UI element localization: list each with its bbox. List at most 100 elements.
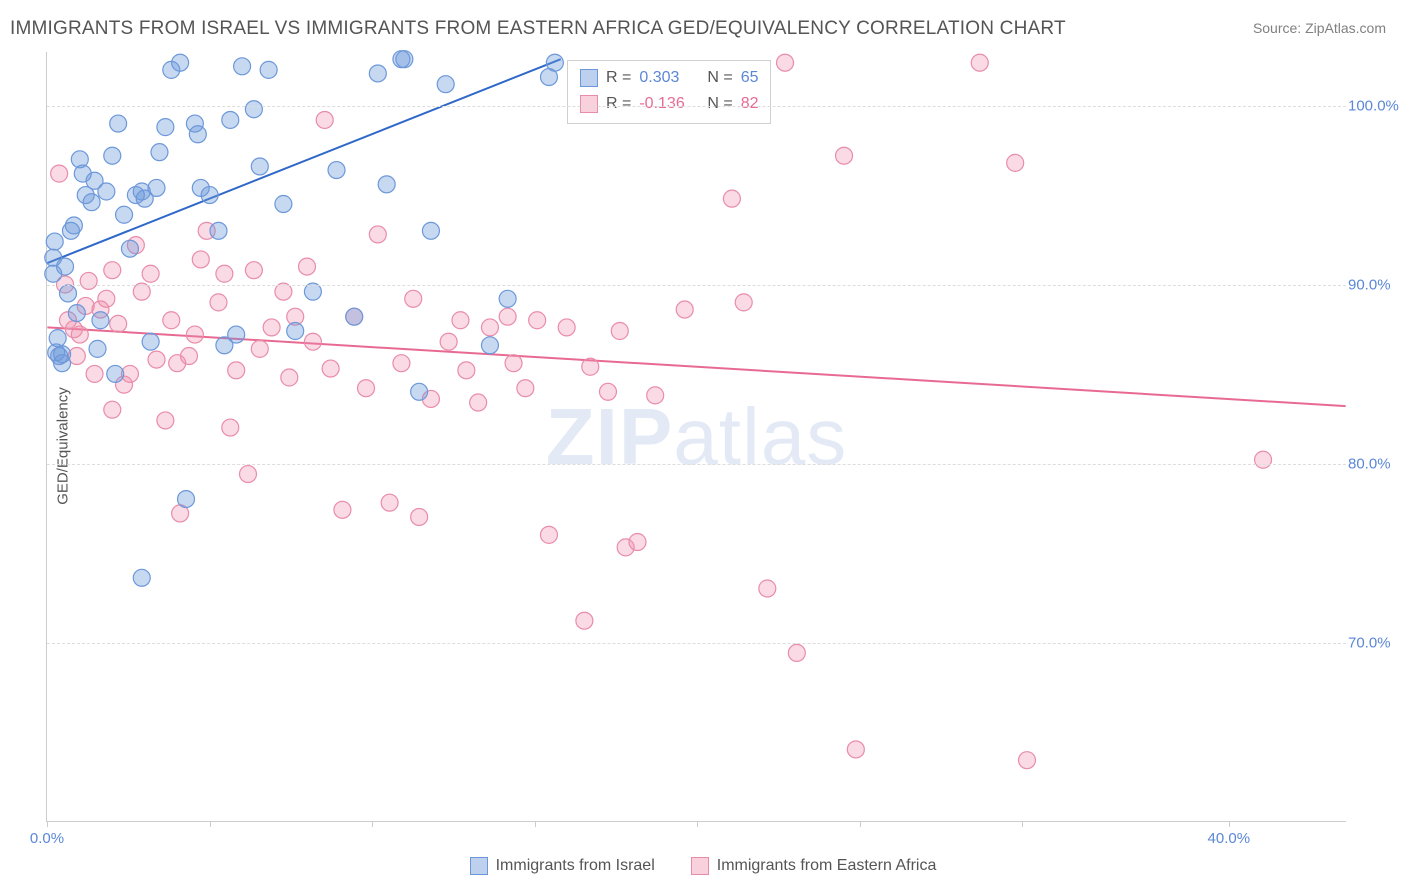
point-series1: [369, 65, 386, 82]
point-series1: [251, 158, 268, 175]
point-series2: [540, 526, 557, 543]
point-series2: [358, 380, 375, 397]
x-tick: [372, 821, 373, 827]
point-series1: [275, 196, 292, 213]
point-series2: [316, 111, 333, 128]
point-series1: [121, 240, 138, 257]
point-series1: [260, 61, 277, 78]
point-series2: [971, 54, 988, 71]
point-series2: [558, 319, 575, 336]
x-tick: [860, 821, 861, 827]
chart-container: IMMIGRANTS FROM ISRAEL VS IMMIGRANTS FRO…: [0, 0, 1406, 892]
point-series2: [71, 326, 88, 343]
point-series1: [228, 326, 245, 343]
point-series2: [582, 358, 599, 375]
point-series2: [228, 362, 245, 379]
point-series2: [1255, 451, 1272, 468]
point-series2: [411, 508, 428, 525]
point-series1: [437, 76, 454, 93]
point-series2: [529, 312, 546, 329]
point-series2: [245, 262, 262, 279]
point-series1: [222, 111, 239, 128]
point-series1: [210, 222, 227, 239]
point-series1: [98, 183, 115, 200]
point-series2: [180, 348, 197, 365]
point-series1: [151, 144, 168, 161]
point-series2: [86, 365, 103, 382]
point-series1: [378, 176, 395, 193]
point-series2: [499, 308, 516, 325]
point-series2: [517, 380, 534, 397]
point-series2: [299, 258, 316, 275]
x-tick-label: 0.0%: [30, 830, 64, 847]
r-value: 0.303: [639, 65, 699, 91]
point-series1: [133, 569, 150, 586]
point-series2: [611, 322, 628, 339]
point-series1: [422, 222, 439, 239]
point-series1: [54, 355, 71, 372]
r-value: -0.136: [639, 91, 699, 117]
point-series2: [393, 355, 410, 372]
x-tick: [535, 821, 536, 827]
point-series2: [104, 262, 121, 279]
point-series1: [68, 305, 85, 322]
point-series2: [222, 419, 239, 436]
point-series2: [142, 265, 159, 282]
n-label: N =: [707, 91, 732, 117]
point-series2: [163, 312, 180, 329]
point-series1: [104, 147, 121, 164]
x-tick: [47, 821, 48, 827]
y-tick-label: 90.0%: [1348, 276, 1404, 293]
point-series2: [98, 290, 115, 307]
point-series2: [1018, 752, 1035, 769]
point-series2: [735, 294, 752, 311]
point-series2: [599, 383, 616, 400]
point-series2: [629, 534, 646, 551]
point-series2: [157, 412, 174, 429]
chart-title: IMMIGRANTS FROM ISRAEL VS IMMIGRANTS FRO…: [10, 18, 1066, 40]
point-series1: [189, 126, 206, 143]
y-tick-label: 70.0%: [1348, 634, 1404, 651]
legend-item: Immigrants from Israel: [470, 857, 655, 875]
x-tick-label: 40.0%: [1208, 830, 1251, 847]
n-value: 82: [741, 91, 759, 117]
point-series2: [481, 319, 498, 336]
legend-item: Immigrants from Eastern Africa: [691, 857, 937, 875]
point-series1: [46, 233, 63, 250]
point-series1: [110, 115, 127, 132]
point-series2: [505, 355, 522, 372]
grid-line: [47, 643, 1346, 644]
point-series2: [836, 147, 853, 164]
point-series2: [777, 54, 794, 71]
point-series1: [83, 194, 100, 211]
point-series2: [458, 362, 475, 379]
point-series1: [49, 330, 66, 347]
point-series2: [216, 265, 233, 282]
point-series1: [540, 69, 557, 86]
grid-line: [47, 285, 1346, 286]
point-series2: [847, 741, 864, 758]
point-series1: [172, 54, 189, 71]
point-series2: [186, 326, 203, 343]
point-series1: [107, 365, 124, 382]
y-tick-label: 100.0%: [1348, 97, 1404, 114]
point-series1: [201, 187, 218, 204]
x-tick: [1022, 821, 1023, 827]
point-series2: [440, 333, 457, 350]
point-series2: [723, 190, 740, 207]
point-series1: [92, 312, 109, 329]
point-series1: [89, 340, 106, 357]
legend-label: Immigrants from Israel: [496, 857, 655, 875]
point-series2: [148, 351, 165, 368]
n-label: N =: [707, 65, 732, 91]
point-series1: [346, 308, 363, 325]
point-series1: [116, 206, 133, 223]
point-series2: [369, 226, 386, 243]
grid-line: [47, 464, 1346, 465]
point-series2: [405, 290, 422, 307]
point-series2: [192, 251, 209, 268]
grid-line: [47, 106, 1346, 107]
point-series1: [287, 322, 304, 339]
point-series2: [251, 340, 268, 357]
point-series2: [104, 401, 121, 418]
